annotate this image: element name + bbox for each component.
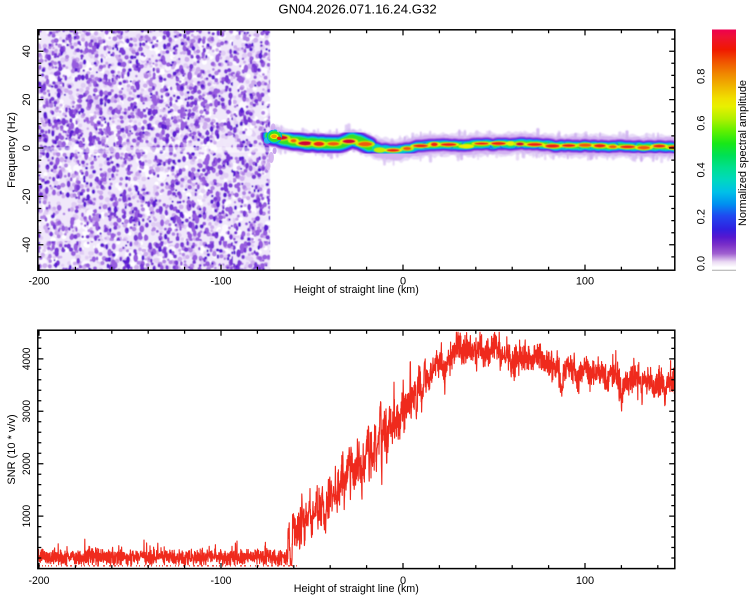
svg-text:100: 100 [576,276,594,288]
svg-text:4000: 4000 [21,348,33,371]
svg-text:0.6: 0.6 [696,115,708,130]
svg-text:20: 20 [21,93,33,105]
svg-text:Normalized spectral amplitude: Normalized spectral amplitude [737,80,749,226]
svg-text:0: 0 [21,145,33,151]
svg-text:100: 100 [576,575,594,587]
svg-text:-200: -200 [29,575,50,587]
svg-text:1000: 1000 [21,505,33,528]
svg-text:0.8: 0.8 [696,69,708,84]
svg-text:Height of straight line (km): Height of straight line (km) [294,284,419,296]
svg-text:40: 40 [21,45,33,57]
svg-text:0: 0 [400,276,406,288]
svg-text:0: 0 [400,575,406,587]
svg-text:Height of straight line (km): Height of straight line (km) [294,583,419,595]
svg-text:-100: -100 [211,575,232,587]
svg-text:2000: 2000 [21,452,33,475]
svg-text:0.2: 0.2 [696,209,708,224]
svg-text:GN04.2026.071.16.24.G32: GN04.2026.071.16.24.G32 [278,2,436,17]
svg-text:0.4: 0.4 [696,162,708,177]
svg-text:-20: -20 [21,188,33,204]
svg-text:-40: -40 [21,237,33,253]
svg-text:-200: -200 [29,276,50,288]
svg-text:0.0: 0.0 [696,256,708,271]
svg-text:Frequency (Hz): Frequency (Hz) [6,112,18,188]
svg-text:SNR (10 * v/v): SNR (10 * v/v) [6,414,18,484]
svg-text:3000: 3000 [21,400,33,423]
svg-text:-100: -100 [211,276,232,288]
